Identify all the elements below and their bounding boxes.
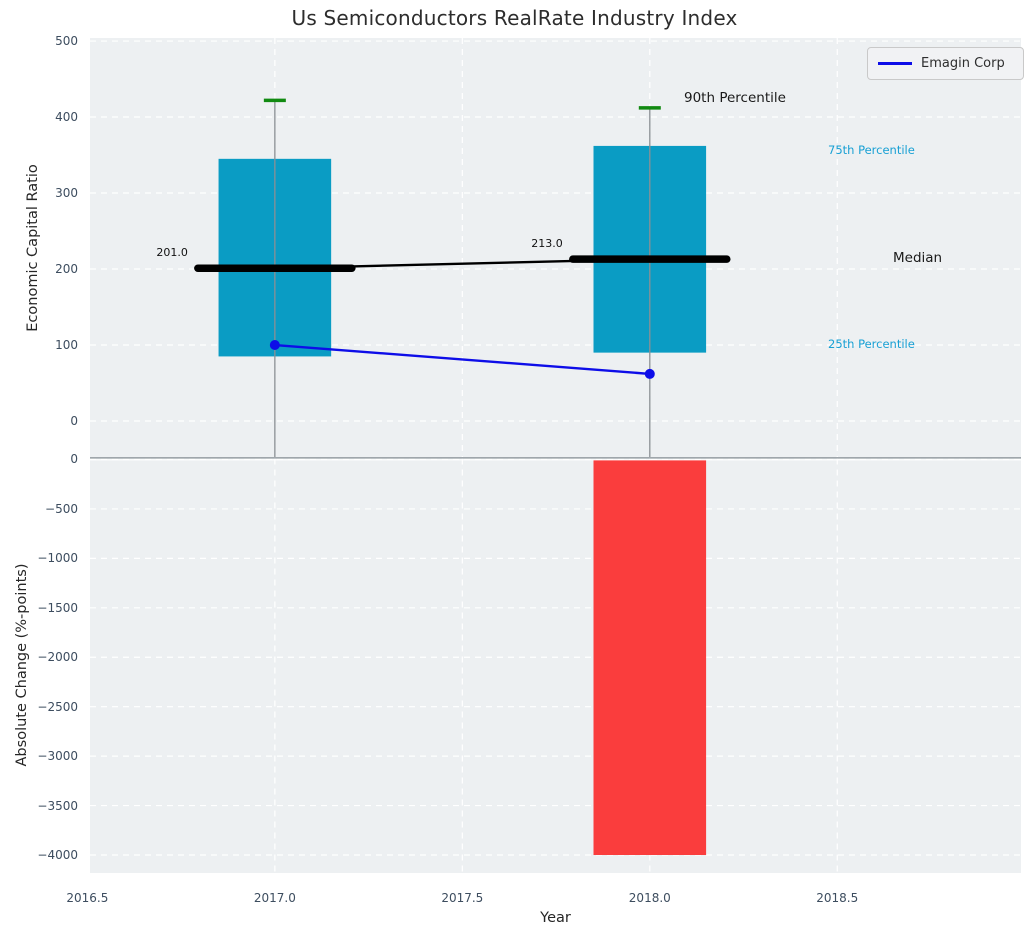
x-axis-label: Year <box>540 910 571 926</box>
y-tick-label-bottom: 0 <box>70 452 78 467</box>
y-tick-label-bottom: −3500 <box>37 798 78 813</box>
y-tick-label-top: 500 <box>55 34 78 49</box>
x-tick-label: 2017.0 <box>253 891 296 905</box>
y-tick-label-bottom: −3000 <box>37 749 78 764</box>
x-tick-label: 2018.0 <box>628 891 671 905</box>
y-tick-label-bottom: −2500 <box>37 699 78 714</box>
y-tick-label-bottom: −1500 <box>37 600 78 615</box>
legend-label-emagin: Emagin Corp <box>921 56 1005 71</box>
y-tick-label-top: 200 <box>55 262 78 277</box>
y-tick-label-top: 100 <box>55 338 78 353</box>
y-axis-label-bottom: Absolute Change (%-points) <box>14 563 30 767</box>
y-tick-label-top: 0 <box>70 414 78 429</box>
chart-title: Us Semiconductors RealRate Industry Inde… <box>291 6 738 30</box>
annotation-median: Median <box>893 250 943 266</box>
annotation-90th-percentile: 90th Percentile <box>684 90 786 106</box>
y-tick-label-top: 400 <box>55 110 78 125</box>
y-tick-label-bottom: −1000 <box>37 551 78 566</box>
bottom-axes <box>90 458 1021 873</box>
y-axis-label-top: Economic Capital Ratio <box>25 164 41 332</box>
y-tick-label-bottom: −2000 <box>37 650 78 665</box>
emagin-point <box>269 340 280 351</box>
median-value-label: 201.0 <box>156 245 188 259</box>
legend-line-swatch-emagin <box>878 62 912 65</box>
legend: Emagin Corp <box>867 47 1024 80</box>
annotation-75th-percentile: 75th Percentile <box>828 143 915 157</box>
x-tick-label: 2018.5 <box>816 891 859 905</box>
emagin-point <box>644 368 655 379</box>
median-value-label: 213.0 <box>531 236 563 250</box>
y-tick-label-top: 300 <box>55 186 78 201</box>
x-tick-label: 2017.5 <box>441 891 484 905</box>
y-tick-label-bottom: −4000 <box>37 848 78 862</box>
decline-bar <box>593 459 707 856</box>
emagin-line <box>274 343 650 376</box>
x-tick-label: 2016.5 <box>66 891 109 905</box>
annotation-25th-percentile: 25th Percentile <box>828 337 915 351</box>
y-tick-label-bottom: −500 <box>45 501 78 516</box>
